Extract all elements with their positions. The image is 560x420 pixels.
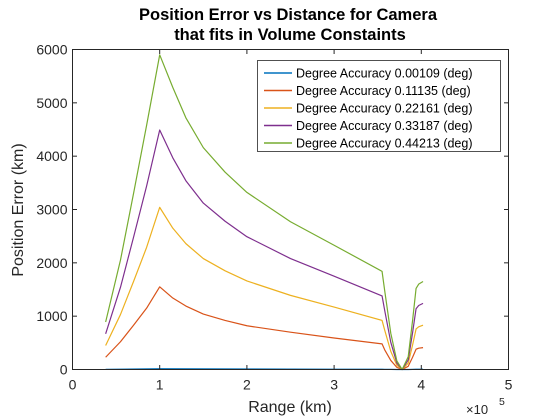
x-multiplier: ×10 5 [466,396,505,417]
y-tick-label: 6000 [36,42,67,58]
ticks-layer: 0 1 2 3 4 5 0 1000 2000 3000 4000 5000 6000 [36,42,512,393]
x-tick-label: 4 [417,377,425,393]
legend: Degree Accuracy 0.00109 (deg) Degree Accu… [257,60,501,152]
legend-entry-2: Degree Accuracy 0.11135 (deg) [296,84,471,98]
x-tick-label: 3 [330,377,338,393]
legend-box [257,60,501,152]
series-line-5 [105,54,424,371]
legend-entry-4: Degree Accuracy 0.33187 (deg) [296,119,473,133]
title-line-2: that fits in Volume Constaints [174,26,406,44]
series-line-2 [105,286,424,371]
title-line-1: Position Error vs Distance for Camera [139,6,438,24]
chart-title: Position Error vs Distance for Camera th… [139,6,438,44]
y-tick-label: 2000 [36,255,67,271]
y-tick-label: 0 [60,362,68,378]
x-tick-label: 5 [505,377,513,393]
legend-entry-1: Degree Accuracy 0.00109 (deg) [296,67,473,81]
legend-entry-5: Degree Accuracy 0.44213 (deg) [296,137,473,151]
series-line-4 [105,129,424,371]
series-line-3 [105,206,424,371]
x-tick-label: 0 [69,377,77,393]
legend-entry-3: Degree Accuracy 0.22161 (deg) [296,102,473,116]
x-axis-label: Range (km) [248,399,332,416]
x-multiplier-exponent: 5 [499,396,505,408]
x-tick-label: 2 [243,377,251,393]
y-tick-label: 5000 [36,95,67,111]
y-tick-label: 3000 [36,202,67,218]
x-tick-label: 1 [156,377,164,393]
y-tick-label: 4000 [36,148,67,164]
x-multiplier-base: ×10 [466,402,488,417]
series-layer [105,54,424,371]
y-axis-label: Position Error (km) [10,143,27,276]
y-tick-label: 1000 [36,308,67,324]
